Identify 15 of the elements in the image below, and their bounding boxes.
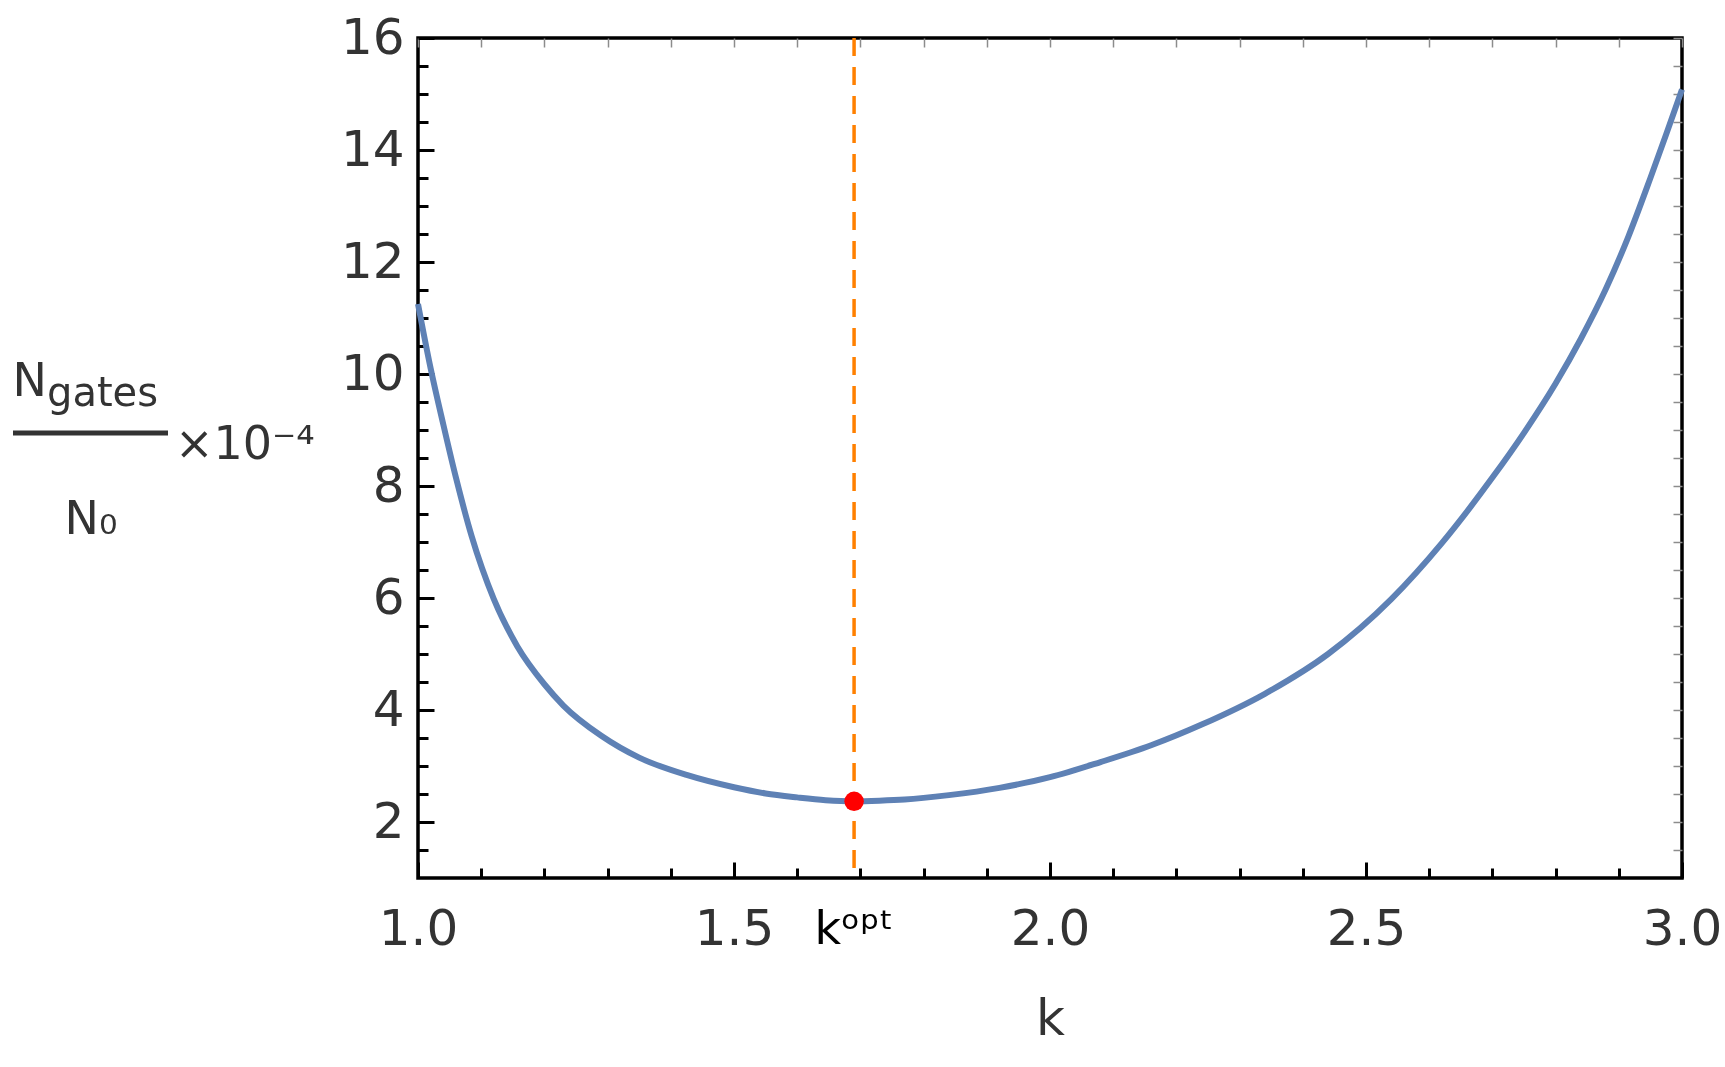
y-tick-label: 10 <box>340 343 405 402</box>
x-tick-label: 1.0 <box>378 898 459 957</box>
x-tick-label: 1.5 <box>694 898 775 957</box>
x-tick-label: 3.0 <box>1642 898 1723 957</box>
ref-line-label: kᵒᵖᵗ <box>814 901 894 955</box>
y-tick-label: 12 <box>340 231 405 290</box>
y-tick-label: 8 <box>372 455 405 514</box>
y-tick-label: 4 <box>372 679 405 738</box>
x-axis-title: k <box>1036 988 1066 1047</box>
x-tick-label: 2.0 <box>1010 898 1091 957</box>
y-tick-label: 6 <box>372 567 405 626</box>
y-tick-label: 2 <box>372 791 405 850</box>
x-tick-label: 2.5 <box>1326 898 1407 957</box>
y-tick-label: 16 <box>340 7 405 66</box>
y-tick-label: 14 <box>340 119 405 178</box>
